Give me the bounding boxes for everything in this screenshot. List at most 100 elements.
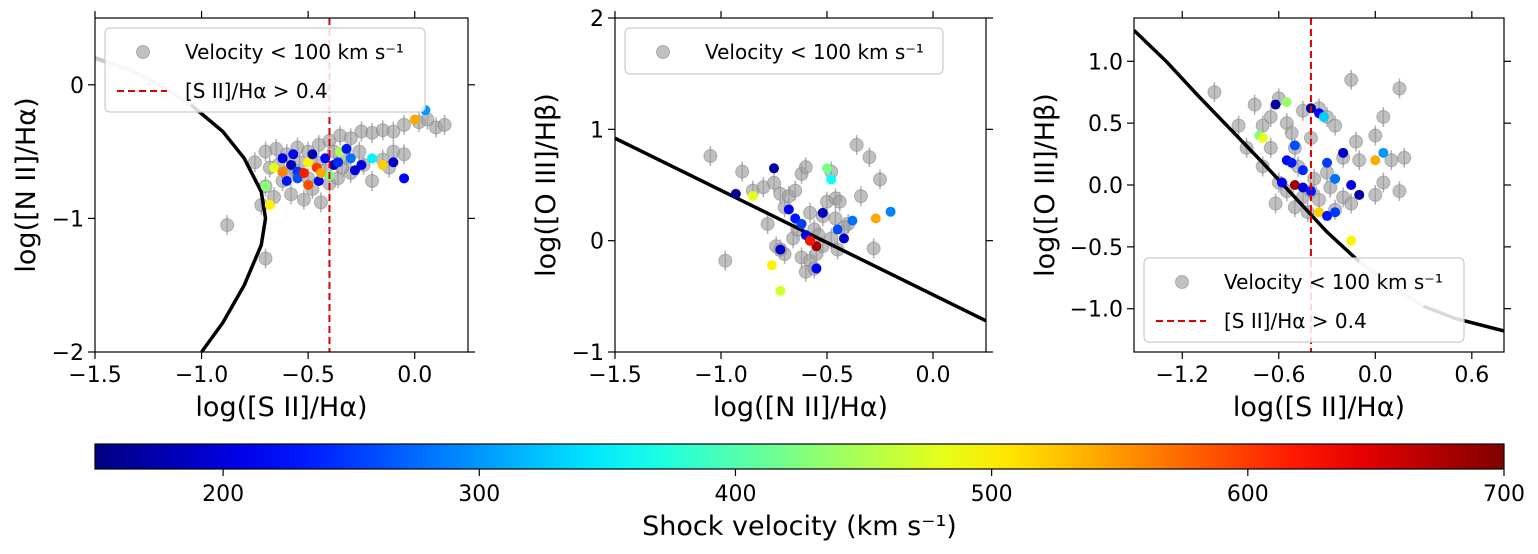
- x-tick-label: −1.0: [694, 363, 747, 388]
- shock-point: [1289, 140, 1300, 151]
- shock-point: [1314, 207, 1324, 218]
- legend-label: Velocity < 100 km s⁻¹: [1224, 270, 1443, 294]
- plot-area: [95, 18, 452, 352]
- shock-point: [1277, 177, 1287, 188]
- grey-point: [873, 172, 887, 187]
- grey-point: [1349, 134, 1363, 149]
- shock-point: [730, 188, 741, 199]
- shock-point: [1257, 132, 1268, 143]
- y-tick-label: −1: [52, 207, 84, 232]
- y-tick-label: 0.5: [1088, 112, 1123, 137]
- shock-point: [805, 235, 816, 246]
- grey-point: [1376, 175, 1391, 190]
- legend: Velocity < 100 km s⁻¹ [S II]/Hα > 0.4: [104, 27, 426, 113]
- legend: Velocity < 100 km s⁻¹ [S II]/Hα > 0.4: [1143, 257, 1465, 343]
- shock-point: [822, 163, 832, 174]
- legend-label: [S II]/Hα > 0.4: [185, 79, 328, 103]
- axes-frame: [94, 17, 469, 353]
- grey-point: [735, 164, 750, 179]
- grey-point: [803, 205, 818, 220]
- panel-1: −1.5 −1.0 −0.5 0.0 −2 −1 0 log([S II]/Hα) log([N…: [11, 11, 475, 423]
- grey-point: [866, 241, 881, 256]
- x-tick-label: −1.0: [175, 363, 228, 388]
- shock-point: [1330, 173, 1341, 184]
- y-tick-label: −0.5: [1070, 236, 1123, 261]
- shock-point: [811, 263, 822, 274]
- plot-area: [615, 134, 986, 323]
- y-tick-label: 2: [590, 7, 604, 32]
- grey-point: [1328, 118, 1343, 133]
- grey-point: [1268, 196, 1283, 211]
- shock-point: [1297, 165, 1308, 176]
- grey-point: [798, 160, 813, 175]
- shock-point: [260, 181, 271, 192]
- shock-point: [377, 159, 388, 170]
- x-tick-label: 0.0: [397, 363, 432, 388]
- shock-point: [826, 174, 837, 185]
- colorbar-tick-label: 600: [1227, 482, 1269, 507]
- grey-point: [1307, 171, 1322, 186]
- shock-point: [769, 163, 779, 174]
- panel-2: −1.5 −1.0 −0.5 0.0 −1 0 1 2 log([N II]/Hα) log([O…: [531, 7, 993, 423]
- grey-point: [1368, 128, 1383, 143]
- grey-point: [788, 183, 803, 198]
- x-tick-label: −0.6: [1252, 363, 1305, 388]
- grey-point: [313, 195, 328, 210]
- grey-point: [397, 117, 412, 132]
- shock-point: [1378, 147, 1389, 158]
- shock-point: [313, 175, 324, 186]
- shock-point: [303, 157, 314, 168]
- y-tick-label: −2: [52, 341, 84, 366]
- shock-point: [783, 204, 794, 215]
- grey-point: [1352, 153, 1367, 168]
- grey-point: [247, 155, 262, 170]
- colorbar-tick-label: 300: [458, 482, 500, 507]
- grey-point: [760, 216, 775, 231]
- grey-point: [284, 187, 299, 202]
- shock-point: [286, 159, 297, 170]
- grey-point: [849, 137, 864, 152]
- grey-point: [1344, 196, 1359, 211]
- shock-point: [1318, 111, 1329, 122]
- shock-point: [332, 157, 343, 168]
- shock-point: [264, 200, 275, 211]
- legend-box: [1143, 257, 1465, 343]
- grey-point: [862, 150, 877, 165]
- y-tick-label: 0.0: [1088, 174, 1123, 199]
- grey-point: [343, 131, 358, 146]
- grey-point: [832, 194, 847, 209]
- shock-point: [409, 114, 420, 125]
- colorbar-tick-label: 400: [714, 482, 756, 507]
- shock-point: [1281, 97, 1292, 108]
- y-tick-label: −1: [572, 341, 604, 366]
- shock-point: [350, 165, 361, 176]
- shock-point: [307, 149, 318, 160]
- x-tick-label: −0.5: [281, 363, 334, 388]
- grey-point: [296, 192, 311, 207]
- grey-point: [258, 251, 273, 266]
- x-tick-label: 0.6: [1454, 363, 1489, 388]
- shock-point: [885, 206, 896, 217]
- colorbar-tick-label: 200: [202, 482, 244, 507]
- grey-point: [853, 189, 868, 204]
- grey-point: [1376, 109, 1391, 124]
- grey-point: [1392, 184, 1407, 199]
- legend-marker-grey: [1175, 275, 1189, 289]
- shock-point: [796, 218, 807, 229]
- shock-point: [747, 191, 758, 202]
- grey-point: [1284, 126, 1299, 141]
- colorbar: 200 300 400 500 600 700 Shock velocity (km s⁻¹…: [94, 443, 1525, 542]
- shock-point: [303, 180, 314, 190]
- shock-point: [288, 149, 299, 160]
- grey-point: [1263, 109, 1278, 124]
- x-tick-label: −0.5: [800, 363, 853, 388]
- grey-point: [1263, 140, 1278, 155]
- grey-point: [1368, 187, 1383, 202]
- shock-point: [367, 153, 378, 164]
- shock-point: [1289, 180, 1300, 190]
- shock-point: [1346, 180, 1357, 190]
- shock-point: [1322, 210, 1333, 221]
- grey-point: [1231, 118, 1246, 133]
